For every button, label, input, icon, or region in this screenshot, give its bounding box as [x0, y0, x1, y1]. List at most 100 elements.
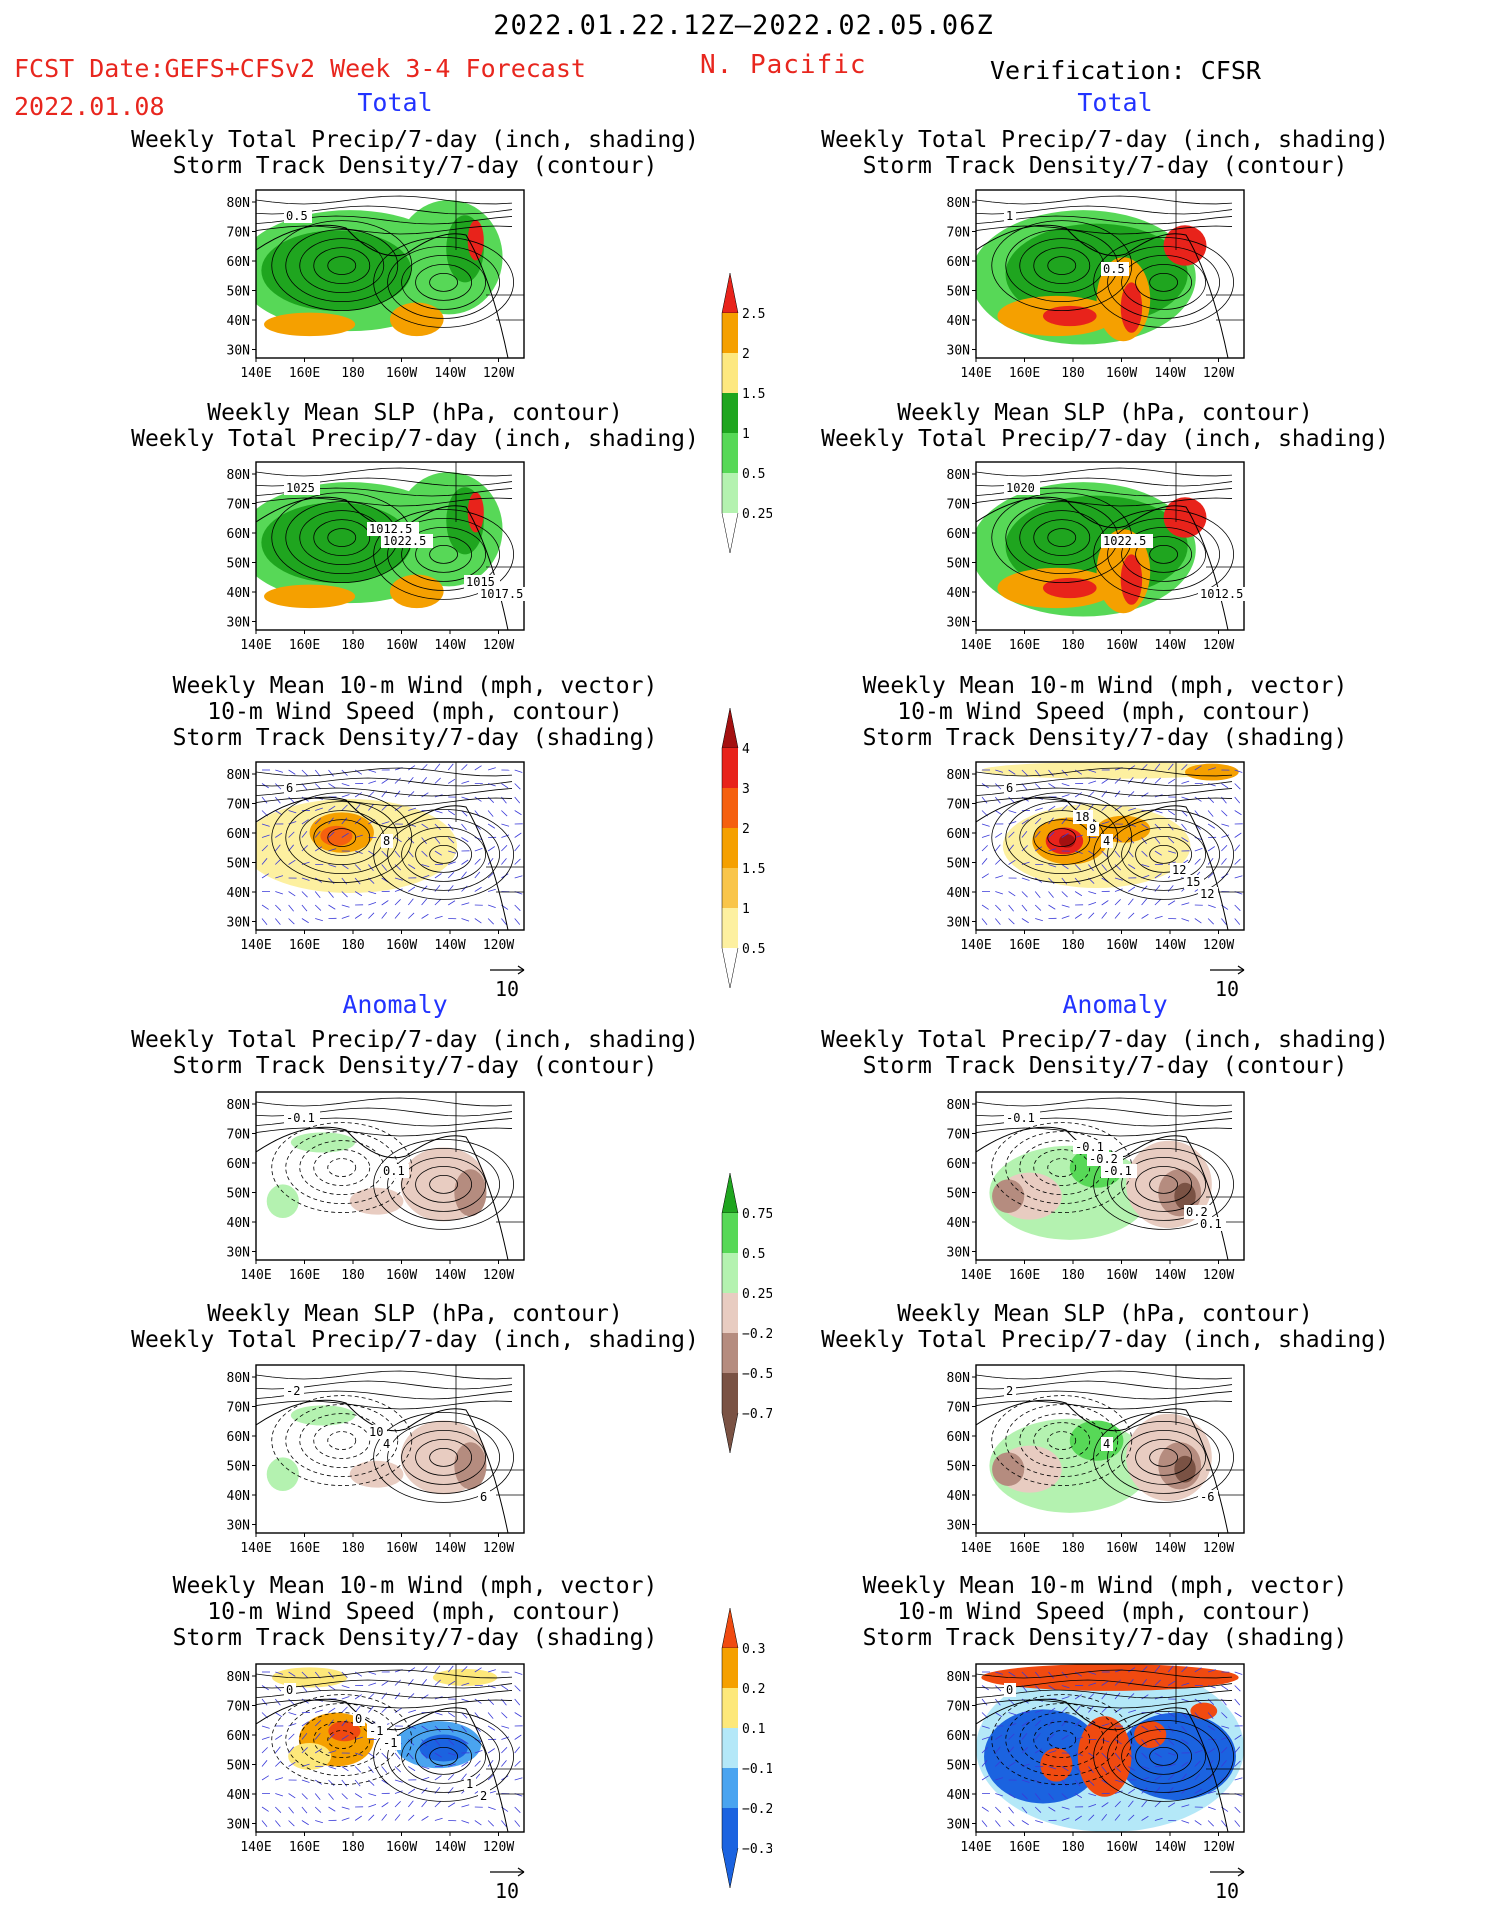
- lon-label: 160E: [289, 638, 320, 653]
- wind-vector: [421, 1800, 427, 1808]
- wind-vector: [288, 796, 295, 803]
- lon-label: 120W: [1203, 366, 1234, 381]
- wind-vector: [288, 1761, 296, 1767]
- panel-title-cfsr-slp: Weekly Mean SLP (hPa, contour) Weekly Tot…: [821, 400, 1389, 452]
- wind-vector: [474, 1820, 482, 1826]
- lat-label: 50N: [227, 1460, 250, 1475]
- map-field: [256, 1664, 524, 1832]
- shading-region: [1043, 305, 1097, 327]
- wind-vector: [1167, 900, 1176, 906]
- wind-vector: [1061, 804, 1068, 811]
- wind-vector: [274, 918, 281, 925]
- wind-vector: [1021, 891, 1028, 898]
- lon-label: 180: [1061, 366, 1084, 381]
- wind-vector: [288, 1712, 297, 1716]
- lat-label: 80N: [227, 468, 250, 483]
- reference-arrow-label: 10: [1215, 977, 1239, 1001]
- wind-vector: [1127, 898, 1134, 906]
- wind-vector: [461, 871, 467, 879]
- wind-vector: [341, 904, 350, 908]
- wind-vector: [1114, 1766, 1122, 1773]
- wind-vector: [314, 846, 323, 852]
- wind-vector: [1114, 850, 1121, 858]
- wind-vector: [447, 1712, 456, 1718]
- contour-label: 9: [1089, 822, 1096, 836]
- contour-label-bg: [1087, 822, 1099, 836]
- wind-vector: [1048, 1750, 1057, 1754]
- wind-vector: [341, 891, 348, 898]
- lon-label: 180: [341, 638, 364, 653]
- lon-label: 160W: [1106, 938, 1137, 953]
- wind-vector: [1114, 888, 1123, 892]
- wind-vector: [1181, 810, 1188, 817]
- wind-vector: [1234, 858, 1241, 865]
- contour-label: 1012.5: [369, 522, 412, 536]
- wind-vector: [1128, 912, 1135, 919]
- wind-vector: [995, 1712, 1003, 1718]
- wind-vector: [261, 845, 268, 852]
- lat-label: 60N: [947, 1430, 970, 1445]
- wind-vector: [1181, 780, 1190, 784]
- political-boundary: [455, 762, 524, 893]
- wind-vector: [1008, 1793, 1016, 1799]
- wind-vector: [1181, 823, 1187, 831]
- lon-label: 160W: [386, 938, 417, 953]
- lat-label: 70N: [227, 798, 250, 813]
- wind-vector: [1128, 1725, 1137, 1729]
- wind-vector: [275, 858, 282, 865]
- lat-label: 50N: [947, 1759, 970, 1774]
- forecast-date: 2022.01.08: [14, 92, 165, 121]
- wind-vector: [314, 1806, 322, 1813]
- lat-label: 60N: [947, 255, 970, 270]
- wind-vector: [261, 858, 268, 865]
- wind-vector: [261, 1698, 268, 1706]
- wind-vector: [354, 1793, 363, 1799]
- contour-line: [1121, 255, 1207, 310]
- lon-label: 180: [341, 938, 364, 953]
- lon-label: 160W: [1106, 638, 1137, 653]
- wind-vector: [1088, 912, 1095, 919]
- shading-region: [290, 1132, 356, 1153]
- wind-vector: [1048, 891, 1054, 898]
- wind-vector: [394, 1752, 401, 1760]
- wind-vector: [1074, 792, 1082, 798]
- wind-vector: [341, 794, 350, 798]
- contour-label-bg: [1198, 1217, 1226, 1231]
- contour-line: [401, 527, 487, 582]
- coastline: [405, 1707, 509, 1832]
- contour-line: [429, 1747, 459, 1766]
- wind-vector: [408, 1725, 417, 1729]
- shading-region: [266, 1184, 299, 1218]
- wind-vector: [1061, 1779, 1068, 1787]
- contour-line: [1135, 1439, 1193, 1476]
- lat-label: 60N: [227, 1729, 250, 1744]
- wind-vector: [301, 831, 308, 838]
- colorbar-segment: [722, 748, 738, 788]
- wind-vector: [995, 1734, 1003, 1740]
- lat-label: 40N: [227, 886, 250, 901]
- wind-vector: [1194, 1750, 1203, 1754]
- wind-vector: [461, 810, 468, 817]
- colorbar-segment: [722, 1808, 738, 1848]
- wind-vector: [981, 1747, 988, 1754]
- lon-label: 160W: [386, 1268, 417, 1283]
- wind-vector: [995, 904, 1002, 911]
- colorbar-segment: [722, 1253, 738, 1293]
- wind-vector: [407, 1679, 414, 1686]
- wind-vector: [1114, 1739, 1122, 1745]
- wind-vector: [434, 873, 442, 879]
- lat-label: 40N: [947, 314, 970, 329]
- contour-line: [1135, 264, 1193, 301]
- wind-vector: [514, 1685, 521, 1692]
- wind-vector: [381, 1752, 388, 1759]
- wind-vector: [421, 792, 429, 798]
- wind-vector: [981, 1775, 989, 1781]
- wind-vector: [447, 1665, 454, 1673]
- lat-label: 30N: [227, 344, 250, 359]
- wind-vector: [1234, 1777, 1243, 1781]
- colorbar-segment: [722, 473, 738, 513]
- wind-vector: [474, 886, 482, 892]
- wind-vector: [995, 1793, 1004, 1797]
- wind-vector: [1221, 858, 1227, 865]
- wind-vector: [487, 1760, 494, 1767]
